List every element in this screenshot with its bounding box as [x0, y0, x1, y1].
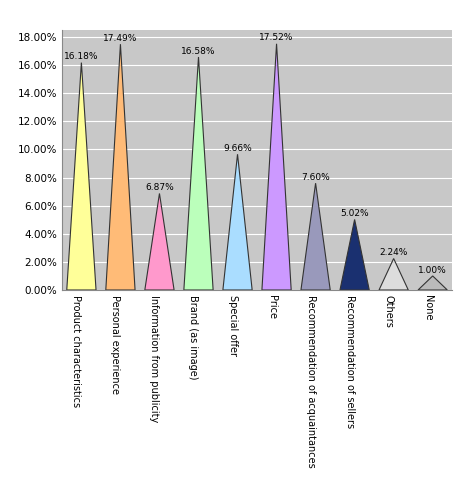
Text: Personal experience: Personal experience: [110, 295, 120, 394]
Polygon shape: [379, 258, 408, 290]
Polygon shape: [106, 44, 135, 290]
Polygon shape: [301, 183, 330, 290]
Text: None: None: [423, 295, 433, 320]
Text: Information from publicity: Information from publicity: [149, 295, 159, 422]
Text: Recommendation of acquaintances: Recommendation of acquaintances: [306, 295, 316, 468]
Polygon shape: [223, 154, 252, 290]
Text: Others: Others: [384, 295, 394, 328]
Text: 1.00%: 1.00%: [418, 266, 447, 274]
Text: Product characteristics: Product characteristics: [71, 295, 81, 407]
Text: 16.58%: 16.58%: [181, 46, 216, 56]
Polygon shape: [67, 62, 96, 290]
Text: 17.49%: 17.49%: [103, 34, 138, 43]
Text: Recommendation of sellers: Recommendation of sellers: [345, 295, 355, 428]
Text: 9.66%: 9.66%: [223, 144, 252, 153]
Text: Price: Price: [267, 295, 277, 319]
Text: 6.87%: 6.87%: [145, 183, 174, 192]
Polygon shape: [418, 276, 447, 290]
Text: Brand (as image): Brand (as image): [188, 295, 198, 380]
Polygon shape: [184, 57, 213, 290]
Polygon shape: [340, 220, 369, 290]
Text: 7.60%: 7.60%: [301, 173, 330, 182]
Text: 2.24%: 2.24%: [379, 248, 408, 257]
Polygon shape: [262, 44, 291, 290]
Text: 5.02%: 5.02%: [340, 209, 369, 218]
Text: 17.52%: 17.52%: [259, 34, 294, 42]
Text: Special offer: Special offer: [228, 295, 238, 356]
Text: 16.18%: 16.18%: [64, 52, 99, 61]
Polygon shape: [145, 194, 174, 290]
